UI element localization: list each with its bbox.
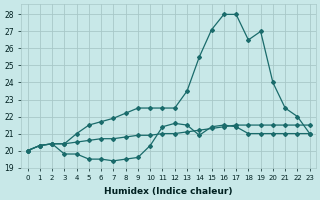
X-axis label: Humidex (Indice chaleur): Humidex (Indice chaleur) [104, 187, 233, 196]
